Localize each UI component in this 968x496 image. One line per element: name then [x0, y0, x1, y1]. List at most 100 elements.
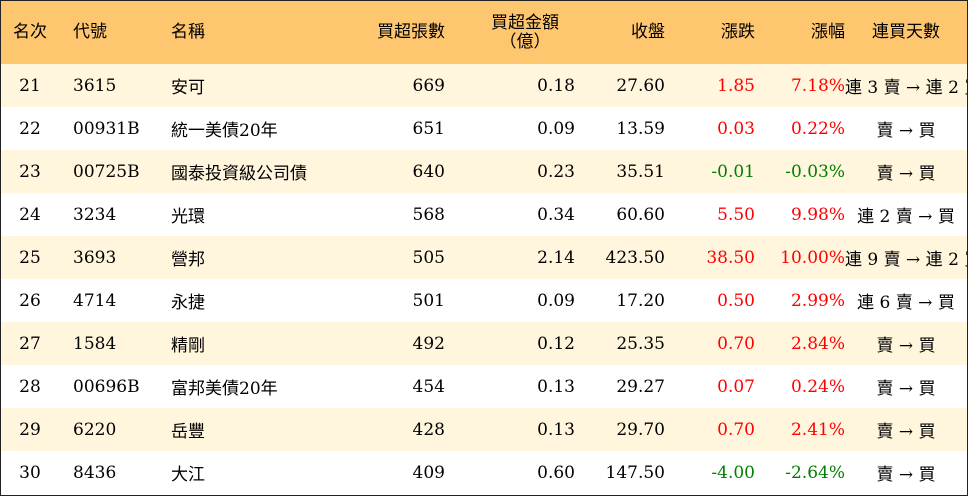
name-cell: 大江	[171, 465, 205, 485]
change-cell: 0.70	[717, 333, 755, 354]
rank-cell: 23	[19, 161, 41, 182]
streak-cell: 連 6 賣 → 買	[857, 293, 955, 313]
table-row: 21 3615 安可 669 0.18 27.60 1.85 7.18% 連 3 賣 → 連 2…	[1, 64, 967, 107]
code-cell: 00931B	[73, 118, 140, 139]
name-cell: 統一美債20年	[171, 121, 278, 141]
net-amount-cell: 0.23	[537, 161, 575, 182]
change-cell: 1.85	[717, 75, 755, 96]
change-cell: 0.07	[717, 376, 755, 397]
header-code: 代號	[73, 22, 107, 42]
table-row: 23 00725B 國泰投資級公司債 640 0.23 35.51 -0.01 -0.03% 賣…	[1, 150, 967, 193]
net-lots-cell: 454	[412, 376, 445, 397]
code-cell: 3234	[73, 204, 117, 225]
net-lots-cell: 505	[412, 247, 445, 268]
rank-cell: 30	[19, 462, 41, 483]
streak-cell: 賣 → 買	[876, 379, 936, 399]
change-cell: -0.01	[711, 161, 755, 182]
net-amount-cell: 0.13	[537, 419, 575, 440]
net-lots-cell: 501	[412, 290, 445, 311]
code-cell: 6220	[73, 419, 117, 440]
close-cell: 147.50	[605, 462, 665, 483]
change-cell: 0.70	[717, 419, 755, 440]
net-amount-cell: 0.60	[537, 462, 575, 483]
header-change: 漲跌	[721, 22, 755, 42]
name-cell: 精剛	[171, 336, 205, 356]
streak-cell: 賣 → 買	[876, 422, 936, 442]
net-amount-cell: 0.13	[537, 376, 575, 397]
change-pct-cell: 2.41%	[790, 419, 845, 440]
table-row: 30 8436 大江 409 0.60 147.50 -4.00 -2.64% 賣 → 買	[1, 451, 967, 494]
rank-cell: 25	[19, 247, 41, 268]
close-cell: 13.59	[616, 118, 665, 139]
net-lots-cell: 640	[412, 161, 445, 182]
net-amount-cell: 2.14	[537, 247, 575, 268]
net-amount-cell: 0.09	[537, 290, 575, 311]
rank-cell: 21	[19, 75, 41, 96]
header-rank: 名次	[13, 22, 47, 42]
rank-cell: 28	[19, 376, 41, 397]
name-cell: 安可	[171, 78, 205, 98]
net-lots-cell: 428	[412, 419, 445, 440]
name-cell: 光環	[171, 207, 205, 227]
rank-cell: 29	[19, 419, 41, 440]
header-net-lots: 買超張數	[377, 22, 445, 42]
code-cell: 4714	[73, 290, 117, 311]
change-pct-cell: 10.00%	[780, 247, 845, 268]
table-row: 28 00696B 富邦美債20年 454 0.13 29.27 0.07 0.24% 賣 → …	[1, 365, 967, 408]
close-cell: 27.60	[616, 75, 665, 96]
header-streak: 連買天數	[872, 22, 940, 42]
table-header-row: 名次 代號 名稱 買超張數 買超金額 （億） 收盤 漲跌 漲幅 連買天數	[1, 1, 967, 64]
change-cell: 5.50	[717, 204, 755, 225]
net-amount-cell: 0.09	[537, 118, 575, 139]
close-cell: 25.35	[616, 333, 665, 354]
streak-cell: 賣 → 買	[876, 121, 936, 141]
code-cell: 3615	[73, 75, 117, 96]
close-cell: 35.51	[616, 161, 665, 182]
name-cell: 永捷	[171, 293, 205, 313]
close-cell: 29.27	[616, 376, 665, 397]
header-net-amount-line1: 買超金額	[491, 12, 559, 33]
net-lots-cell: 669	[412, 75, 445, 96]
streak-cell: 連 3 賣 → 連 2 買	[845, 78, 967, 98]
table-row: 22 00931B 統一美債20年 651 0.09 13.59 0.03 0.22% 賣 → …	[1, 107, 967, 150]
header-net-amount: 買超金額 （億）	[445, 1, 575, 64]
code-cell: 1584	[73, 333, 117, 354]
header-net-amount-line2: （億）	[499, 31, 551, 52]
close-cell: 17.20	[616, 290, 665, 311]
change-pct-cell: -0.03%	[785, 161, 845, 182]
header-change-pct: 漲幅	[811, 22, 845, 42]
table-row: 29 6220 岳豐 428 0.13 29.70 0.70 2.41% 賣 → 買	[1, 408, 967, 451]
streak-cell: 連 9 賣 → 連 2 買	[845, 250, 967, 270]
name-cell: 岳豐	[171, 422, 205, 442]
change-pct-cell: 2.99%	[790, 290, 845, 311]
rank-cell: 24	[19, 204, 41, 225]
change-pct-cell: 0.22%	[790, 118, 845, 139]
table-row: 26 4714 永捷 501 0.09 17.20 0.50 2.99% 連 6 賣 → 買	[1, 279, 967, 322]
change-cell: 38.50	[706, 247, 755, 268]
net-lots-cell: 651	[412, 118, 445, 139]
header-close: 收盤	[631, 22, 665, 42]
net-lots-cell: 409	[412, 462, 445, 483]
code-cell: 8436	[73, 462, 117, 483]
code-cell: 00725B	[73, 161, 140, 182]
streak-cell: 賣 → 買	[876, 164, 936, 184]
close-cell: 60.60	[616, 204, 665, 225]
table-row: 27 1584 精剛 492 0.12 25.35 0.70 2.84% 賣 → 買	[1, 322, 967, 365]
table-row: 25 3693 營邦 505 2.14 423.50 38.50 10.00% 連 9 賣 → …	[1, 236, 967, 279]
net-amount-cell: 0.18	[537, 75, 575, 96]
change-pct-cell: 7.18%	[790, 75, 845, 96]
net-amount-cell: 0.34	[537, 204, 575, 225]
change-cell: 0.03	[717, 118, 755, 139]
net-lots-cell: 568	[412, 204, 445, 225]
close-cell: 423.50	[605, 247, 665, 268]
change-cell: 0.50	[717, 290, 755, 311]
net-lots-cell: 492	[412, 333, 445, 354]
change-pct-cell: 2.84%	[790, 333, 845, 354]
name-cell: 營邦	[171, 250, 205, 270]
net-amount-cell: 0.12	[537, 333, 575, 354]
change-pct-cell: -2.64%	[785, 462, 845, 483]
change-pct-cell: 9.98%	[790, 204, 845, 225]
code-cell: 00696B	[73, 376, 140, 397]
